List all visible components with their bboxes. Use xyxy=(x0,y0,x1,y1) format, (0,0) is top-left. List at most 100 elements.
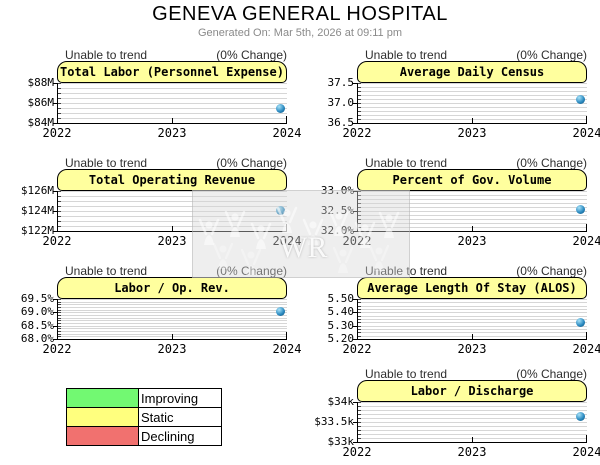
gridline xyxy=(58,326,287,327)
gridline xyxy=(58,88,287,89)
axis-minor-tick xyxy=(358,402,361,403)
y-axis-label: $33.5k xyxy=(314,415,354,428)
legend-label: Improving xyxy=(138,388,222,408)
percent-change-label: (0% Change) xyxy=(516,367,587,381)
axis-minor-tick xyxy=(58,299,61,300)
gridline xyxy=(358,115,587,116)
gridline xyxy=(58,312,287,313)
axis-major-tick xyxy=(53,211,58,212)
gridline xyxy=(58,320,287,321)
gridline xyxy=(58,315,287,316)
percent-change-label: (0% Change) xyxy=(216,264,287,278)
axis-minor-tick xyxy=(358,203,361,204)
axis-minor-tick xyxy=(58,312,61,313)
page-title: GENEVA GENERAL HOSPITAL xyxy=(152,3,448,25)
axis-minor-tick xyxy=(358,103,361,104)
gridline xyxy=(358,211,587,212)
axis-minor-tick xyxy=(58,88,61,89)
chart-title: Average Length Of Stay (ALOS) xyxy=(357,277,587,299)
y-axis-label: 5.50 xyxy=(327,292,355,305)
gridline xyxy=(58,310,287,311)
plot-area xyxy=(53,83,287,124)
axis-minor-tick xyxy=(358,83,361,84)
gridline xyxy=(58,299,287,300)
x-axis-mid-tick xyxy=(172,118,173,123)
y-axis-label: $122M xyxy=(20,224,54,237)
chart-title: Total Operating Revenue xyxy=(57,169,287,191)
percent-change-label: (0% Change) xyxy=(216,156,287,170)
axis-minor-tick xyxy=(58,211,61,212)
axis-minor-tick xyxy=(58,118,61,119)
watermark-crowd-icon xyxy=(198,206,400,275)
gridline xyxy=(58,221,287,222)
axis-minor-tick xyxy=(358,434,361,435)
axis-minor-tick xyxy=(358,107,361,108)
gridline xyxy=(358,215,587,216)
axis-minor-tick xyxy=(358,227,361,228)
axis-major-tick xyxy=(353,339,358,340)
x-axis-label: 2023 xyxy=(157,342,187,356)
x-axis-label: 2023 xyxy=(157,126,187,140)
x-axis-label: 2024 xyxy=(272,126,302,140)
chart-title: Average Daily Census xyxy=(357,61,587,83)
legend-label: Static xyxy=(138,407,222,427)
axis-minor-tick xyxy=(58,320,61,321)
chart-title: Percent of Gov. Volume xyxy=(357,169,587,191)
x-axis-label: 2022 xyxy=(42,234,72,248)
axis-minor-tick xyxy=(358,91,361,92)
y-axis-label: $124M xyxy=(20,204,54,217)
gridline xyxy=(58,302,287,303)
axis-major-tick xyxy=(53,299,58,300)
data-point-marker xyxy=(276,206,285,215)
axis-minor-tick xyxy=(58,93,61,94)
gridline xyxy=(358,306,587,307)
gridline xyxy=(58,98,287,99)
x-axis-label: 2024 xyxy=(572,126,600,140)
axis-minor-tick xyxy=(358,332,361,333)
axis-major-tick xyxy=(353,231,358,232)
y-axis-label: 69.5% xyxy=(20,292,54,305)
x-axis-label: 2022 xyxy=(42,126,72,140)
gridline xyxy=(358,302,587,303)
data-point-marker xyxy=(576,412,585,421)
axis-minor-tick xyxy=(358,418,361,419)
chart-percent-of-gov-volume: Unable to trend (0% Change) Percent of Gov… xyxy=(310,156,600,252)
y-axis-label: $126M xyxy=(20,184,54,197)
trend-status-label: Unable to trend xyxy=(65,156,148,170)
percent-change-label: (0% Change) xyxy=(516,264,587,278)
gridline xyxy=(358,422,587,423)
x-axis-end-tick xyxy=(586,224,587,231)
axis-minor-tick xyxy=(58,196,61,197)
axis-minor-tick xyxy=(358,319,361,320)
axis-minor-tick xyxy=(358,111,361,112)
chart-title: Labor / Discharge xyxy=(357,380,587,402)
y-axis-label: 5.20 xyxy=(327,332,355,345)
gridline xyxy=(358,95,587,96)
axis-minor-tick xyxy=(358,99,361,100)
x-axis-label: 2022 xyxy=(42,342,72,356)
axis-minor-tick xyxy=(58,336,61,337)
gridline xyxy=(58,83,287,84)
gridline xyxy=(58,323,287,324)
axis-major-tick xyxy=(53,339,58,340)
axis-minor-tick xyxy=(358,309,361,310)
gridline xyxy=(58,216,287,217)
chart-labor-discharge: Unable to trend (0% Change) Labor / Discha… xyxy=(310,367,600,463)
gridline xyxy=(358,195,587,196)
x-axis-label: 2022 xyxy=(342,445,372,459)
axis-minor-tick xyxy=(358,430,361,431)
y-axis-label: $88M xyxy=(27,76,55,89)
gridline xyxy=(358,99,587,100)
x-axis-mid-tick xyxy=(172,334,173,339)
gridline xyxy=(358,414,587,415)
legend-swatch-static xyxy=(66,407,139,427)
axis-minor-tick xyxy=(58,326,61,327)
plot-area xyxy=(353,299,587,340)
axis-minor-tick xyxy=(58,318,61,319)
axis-major-tick xyxy=(353,326,358,327)
axis-minor-tick xyxy=(358,223,361,224)
y-axis-label: $34k xyxy=(327,395,355,408)
gridline xyxy=(58,93,287,94)
gridline xyxy=(358,312,587,313)
